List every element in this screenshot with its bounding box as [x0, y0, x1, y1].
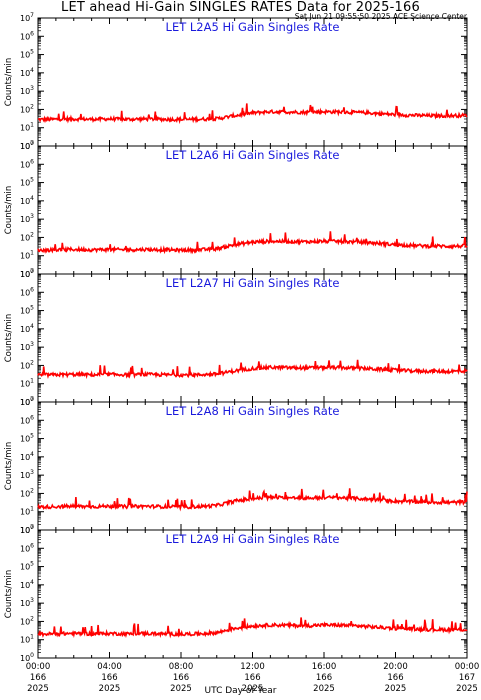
- y-tick-label: 104: [20, 67, 34, 78]
- x-tick-label-day: 166: [387, 673, 403, 683]
- series-line: [37, 488, 468, 512]
- series-line: [37, 103, 468, 125]
- y-tick-label: 102: [20, 103, 34, 114]
- y-tick-label: 100: [20, 652, 34, 663]
- x-tick-label-time: 04:00: [97, 662, 122, 672]
- y-tick-label: 103: [20, 469, 34, 480]
- x-tick-label-day: 166: [30, 673, 46, 683]
- x-tick-label-year: 2025: [242, 684, 264, 694]
- panel-title: LET L2A5 Hi Gain Singles Rate: [166, 20, 340, 34]
- y-tick-label: 103: [20, 85, 34, 96]
- page-title: LET ahead Hi-Gain SINGLES RATES Data for…: [61, 0, 420, 15]
- x-tick-label-year: 2025: [313, 684, 335, 694]
- y-tick-label: 102: [20, 615, 34, 626]
- y-tick-label: 101: [20, 250, 34, 261]
- y-tick-label: 106: [20, 542, 34, 553]
- y-tick-label: 100: [20, 268, 34, 279]
- y-tick-label: 106: [20, 286, 34, 297]
- y-tick-label: 105: [20, 49, 34, 60]
- x-tick-label-day: 166: [173, 673, 189, 683]
- y-tick-label: 106: [20, 30, 34, 41]
- y-tick-label: 102: [20, 359, 34, 370]
- y-tick-label: 101: [20, 378, 34, 389]
- panel-4: 100 101 102 103 104 105 106 107 Counts/min LET L2…: [4, 396, 468, 535]
- y-tick-label: 101: [20, 634, 34, 645]
- series-line: [37, 617, 468, 639]
- x-tick-label-time: 20:00: [383, 662, 408, 672]
- y-axis-label: Counts/min: [4, 58, 14, 107]
- x-tick-label-time: 00:00: [26, 662, 51, 672]
- panel-frame: [37, 273, 468, 403]
- y-tick-label: 100: [20, 140, 34, 151]
- x-tick-label-time: 00:00: [455, 662, 480, 672]
- y-axis-label: Counts/min: [4, 442, 14, 491]
- y-tick-label: 107: [20, 140, 34, 151]
- y-tick-label: 105: [20, 305, 34, 316]
- y-tick-label: 106: [20, 414, 34, 425]
- x-axis-title: UTC Day of Year: [204, 686, 277, 696]
- y-tick-label: 107: [20, 12, 34, 23]
- y-tick-label: 104: [20, 323, 34, 334]
- y-tick-label: 105: [20, 561, 34, 572]
- series-line: [37, 231, 468, 255]
- y-tick-label: 101: [20, 506, 34, 517]
- x-tick-label-time: 12:00: [240, 662, 265, 672]
- y-tick-label: 100: [20, 524, 34, 535]
- y-axis-label: Counts/min: [4, 314, 14, 363]
- timestamp: Sat Jun 21 09:55:50 2025 ACE Science Cen…: [294, 12, 467, 21]
- y-axis-label: Counts/min: [4, 186, 14, 235]
- panel-frame: [37, 529, 468, 659]
- series-line: [37, 359, 468, 380]
- panel-title: LET L2A9 Hi Gain Singles Rate: [166, 532, 340, 546]
- x-tick-label-day: 166: [244, 673, 260, 683]
- panel-title: LET L2A7 Hi Gain Singles Rate: [166, 276, 340, 290]
- y-tick-label: 103: [20, 213, 34, 224]
- x-tick-label-time: 08:00: [169, 662, 194, 672]
- x-tick-label-year: 2025: [99, 684, 121, 694]
- panel-frame: [37, 401, 468, 531]
- x-tick-label-time: 16:00: [312, 662, 337, 672]
- y-tick-label: 101: [20, 122, 34, 133]
- x-tick-label-day: 166: [101, 673, 117, 683]
- y-tick-label: 100: [20, 396, 34, 407]
- panel-3: 100 101 102 103 104 105 106 107 Counts/min LET L2…: [4, 268, 468, 407]
- x-tick-label-year: 2025: [170, 684, 192, 694]
- y-tick-label: 102: [20, 487, 34, 498]
- y-tick-label: 107: [20, 524, 34, 535]
- y-tick-label: 105: [20, 433, 34, 444]
- x-tick-label-day: 167: [459, 673, 475, 683]
- x-tick-label-year: 2025: [456, 684, 478, 694]
- y-tick-label: 104: [20, 451, 34, 462]
- y-tick-label: 105: [20, 177, 34, 188]
- y-tick-label: 104: [20, 195, 34, 206]
- x-tick-label-year: 2025: [27, 684, 49, 694]
- panel-1: 100 101 102 103 104 105 106 107 Counts/min LET L2…: [4, 12, 468, 151]
- x-tick-label-year: 2025: [385, 684, 407, 694]
- x-tick-label-day: 166: [316, 673, 332, 683]
- y-tick-label: 103: [20, 341, 34, 352]
- y-tick-label: 104: [20, 579, 34, 590]
- y-tick-label: 107: [20, 396, 34, 407]
- panel-5: 100 101 102 103 104 105 106 107 Counts/min LET L2…: [4, 524, 468, 663]
- y-tick-label: 103: [20, 597, 34, 608]
- y-axis-label: Counts/min: [4, 570, 14, 619]
- panel-title: LET L2A8 Hi Gain Singles Rate: [166, 404, 340, 418]
- panel-frame: [37, 17, 468, 147]
- y-tick-label: 107: [20, 268, 34, 279]
- panel-2: 100 101 102 103 104 105 106 107 Counts/min LET L2…: [4, 140, 468, 279]
- panel-frame: [37, 145, 468, 275]
- y-tick-label: 102: [20, 231, 34, 242]
- panel-title: LET L2A6 Hi Gain Singles Rate: [166, 148, 340, 162]
- y-tick-label: 106: [20, 158, 34, 169]
